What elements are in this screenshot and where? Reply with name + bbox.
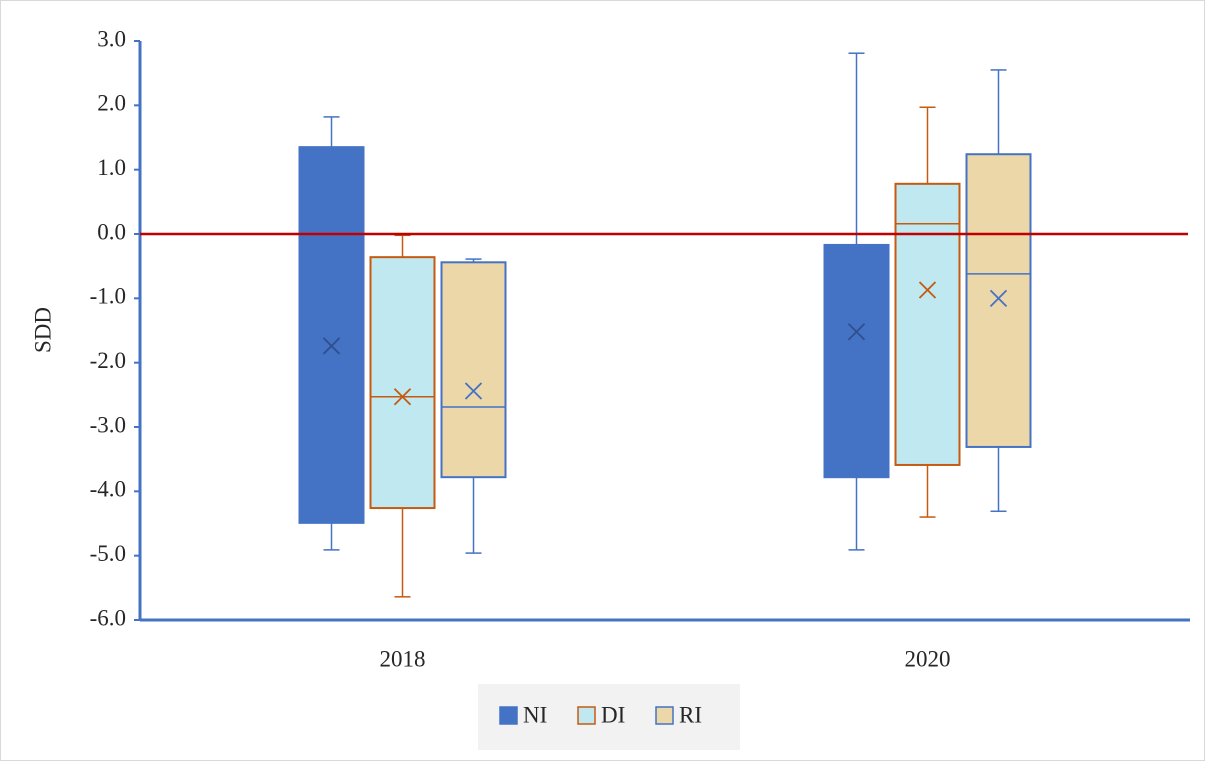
legend-label: NI <box>523 702 547 727</box>
box <box>894 182 961 466</box>
mean-marker <box>918 281 937 299</box>
mean-marker <box>393 388 412 406</box>
box <box>369 256 436 510</box>
y-tick-label: 3.0 <box>97 26 126 51</box>
mean-marker <box>989 289 1008 307</box>
y-tick-label: -2.0 <box>90 348 126 373</box>
box <box>965 153 1032 448</box>
y-tick-label: -6.0 <box>90 605 126 630</box>
legend-label: DI <box>601 702 625 727</box>
y-tick-label: -5.0 <box>90 541 126 566</box>
y-tick-label: -1.0 <box>90 284 126 309</box>
y-tick-label: 1.0 <box>97 155 126 180</box>
x-tick-label: 2018 <box>380 646 426 671</box>
box <box>823 243 890 479</box>
y-tick-label: 2.0 <box>97 91 126 116</box>
box <box>440 261 507 479</box>
legend-label: RI <box>679 702 702 727</box>
legend-swatch <box>655 706 674 725</box>
mean-marker <box>464 382 483 400</box>
x-tick-label: 2020 <box>905 646 951 671</box>
legend-box <box>478 684 740 750</box>
box <box>298 146 365 524</box>
mean-marker <box>322 337 341 355</box>
legend-swatch <box>577 706 596 725</box>
y-tick-label: -3.0 <box>90 412 126 437</box>
y-axis-label: SDD <box>30 307 55 353</box>
legend-swatch <box>499 706 518 725</box>
y-tick-label: -4.0 <box>90 477 126 502</box>
mean-marker <box>847 323 866 341</box>
y-tick-label: 0.0 <box>97 219 126 244</box>
